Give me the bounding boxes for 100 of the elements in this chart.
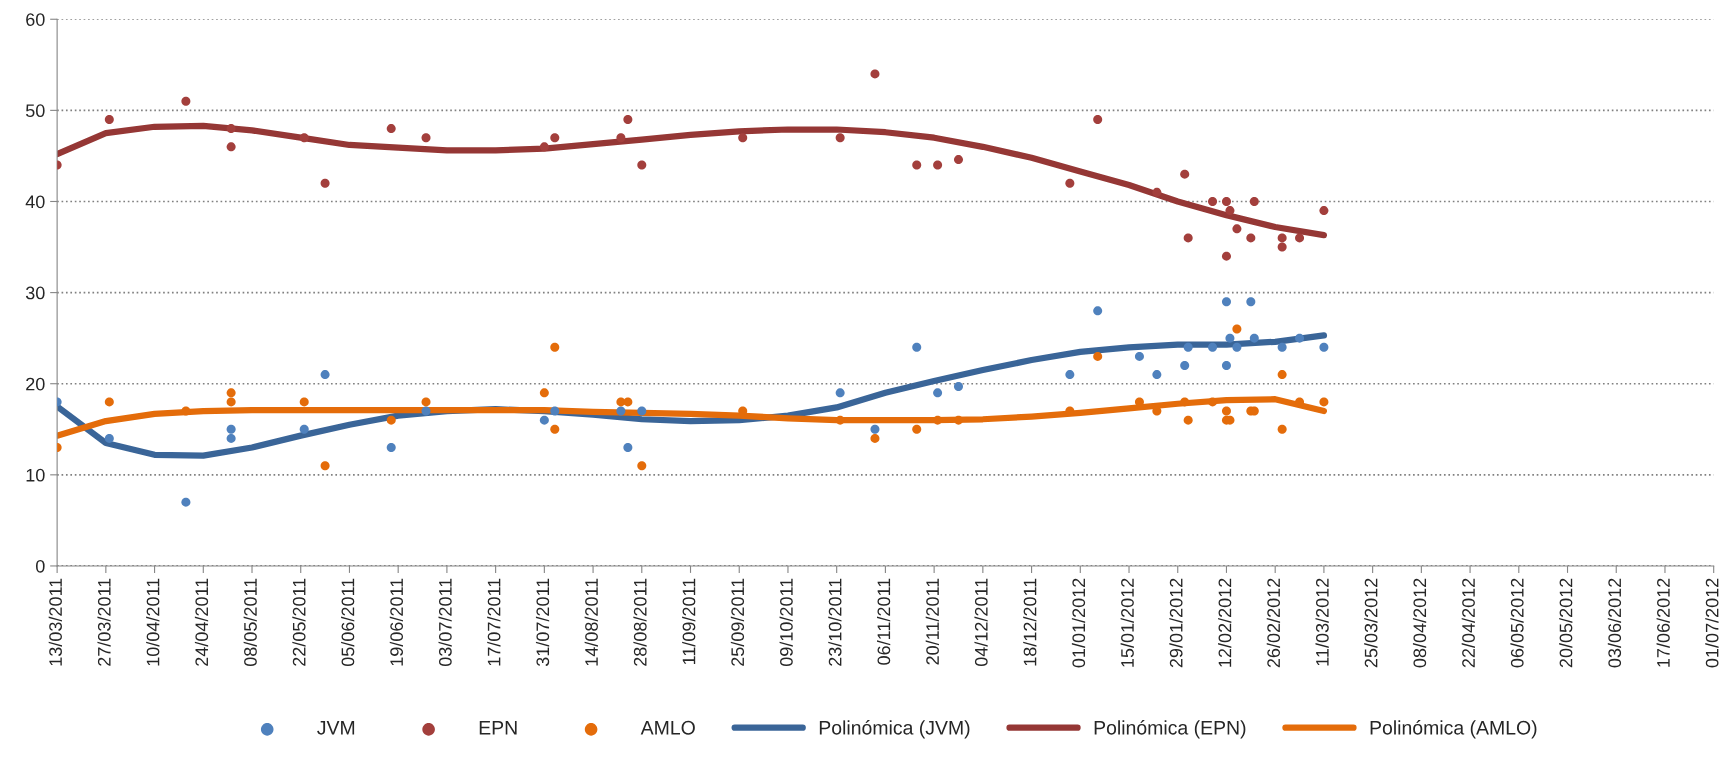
point [104, 114, 114, 124]
point [1183, 342, 1193, 352]
point [1232, 224, 1242, 234]
point [1093, 114, 1103, 124]
point [386, 443, 396, 452]
point [1319, 206, 1329, 216]
point [637, 406, 647, 416]
point [1295, 333, 1305, 343]
point [616, 406, 626, 416]
point [953, 381, 963, 391]
x-tick-label: 25/03/2012 [1364, 578, 1378, 668]
y-tick-label: 30 [25, 286, 45, 300]
y-tick-label: 10 [26, 468, 45, 482]
point [1208, 196, 1218, 206]
point [1277, 370, 1287, 380]
point [1221, 406, 1231, 416]
point [1065, 178, 1075, 188]
legend-label: EPN [479, 721, 517, 735]
x-tick-label: 06/11/2011 [876, 578, 891, 665]
legend-label: Polinómica (EPN) [1094, 720, 1246, 739]
point [637, 461, 647, 471]
x-tick-label: 03/07/2011 [438, 578, 452, 667]
point [623, 114, 633, 124]
y-tick-label: 50 [25, 104, 45, 118]
point [421, 133, 431, 143]
point [738, 133, 748, 143]
point [421, 397, 431, 407]
point [616, 133, 626, 143]
point [912, 424, 922, 434]
point [226, 397, 236, 407]
point [550, 342, 560, 352]
point [1225, 333, 1235, 343]
x-tick-label: 11/09/2011 [682, 578, 696, 665]
x-tick-label: 24/04/2011 [194, 578, 209, 666]
x-tick-label: 23/10/2011 [828, 578, 842, 666]
point [637, 160, 647, 170]
point [104, 433, 114, 443]
point [1249, 196, 1259, 206]
x-tick-label: 28/08/2011 [633, 578, 647, 666]
point [1221, 196, 1231, 206]
point [835, 415, 845, 425]
point [550, 133, 560, 143]
point [1277, 342, 1287, 352]
x-tick-label: 10/04/2011 [146, 578, 160, 666]
point [1232, 324, 1242, 334]
point [386, 415, 396, 425]
point [1208, 397, 1218, 407]
point [299, 133, 309, 143]
x-tick-label: 08/05/2011 [243, 578, 257, 667]
point [912, 342, 922, 352]
point [1183, 415, 1193, 425]
point [1277, 424, 1287, 434]
point [1180, 397, 1190, 407]
legend-label: Polinómica (JVM) [819, 720, 970, 739]
y-tick-label: 60 [26, 13, 45, 26]
point [870, 433, 880, 443]
point [1221, 251, 1231, 261]
point [1221, 360, 1231, 370]
point [181, 497, 191, 507]
point [320, 178, 330, 188]
point [1295, 233, 1305, 243]
legend-label: Polinómica (AMLO) [1370, 720, 1537, 739]
point [1093, 351, 1103, 361]
point [1277, 242, 1287, 252]
x-tick-label: 04/12/2011 [974, 578, 988, 667]
x-tick-label: 15/01/2012 [1120, 578, 1134, 667]
point [1221, 297, 1231, 307]
point [870, 69, 880, 79]
x-tick-label: 20/11/2011 [925, 578, 939, 665]
point [299, 397, 309, 407]
point [1093, 306, 1103, 316]
point [320, 461, 330, 471]
point [1180, 360, 1190, 370]
point [953, 415, 963, 425]
x-tick-label: 22/05/2011 [292, 578, 306, 666]
point [421, 406, 431, 416]
point [1183, 233, 1193, 243]
x-tick-label: 09/10/2011 [779, 578, 793, 667]
point [539, 388, 549, 398]
point [623, 443, 633, 452]
x-tick-label: 13/03/2011 [48, 578, 62, 666]
point [623, 397, 633, 407]
legend-label: JVM [317, 721, 355, 735]
y-tick-label: 40 [25, 195, 45, 209]
point [1246, 233, 1256, 243]
point [181, 96, 191, 106]
point [870, 424, 880, 434]
x-tick-label: 22/04/2012 [1461, 578, 1475, 668]
x-tick-label: 14/08/2011 [584, 578, 598, 666]
x-tick-label: 01/01/2012 [1071, 578, 1086, 668]
x-tick-label: 25/09/2011 [730, 578, 745, 666]
x-tick-label: 17/07/2011 [487, 578, 501, 666]
point [539, 142, 549, 152]
point [386, 124, 396, 134]
point [226, 142, 236, 152]
point [1232, 342, 1242, 352]
point [912, 160, 922, 170]
point [1180, 169, 1190, 179]
x-tick-label: 08/04/2012 [1412, 578, 1427, 668]
point [1249, 333, 1259, 343]
